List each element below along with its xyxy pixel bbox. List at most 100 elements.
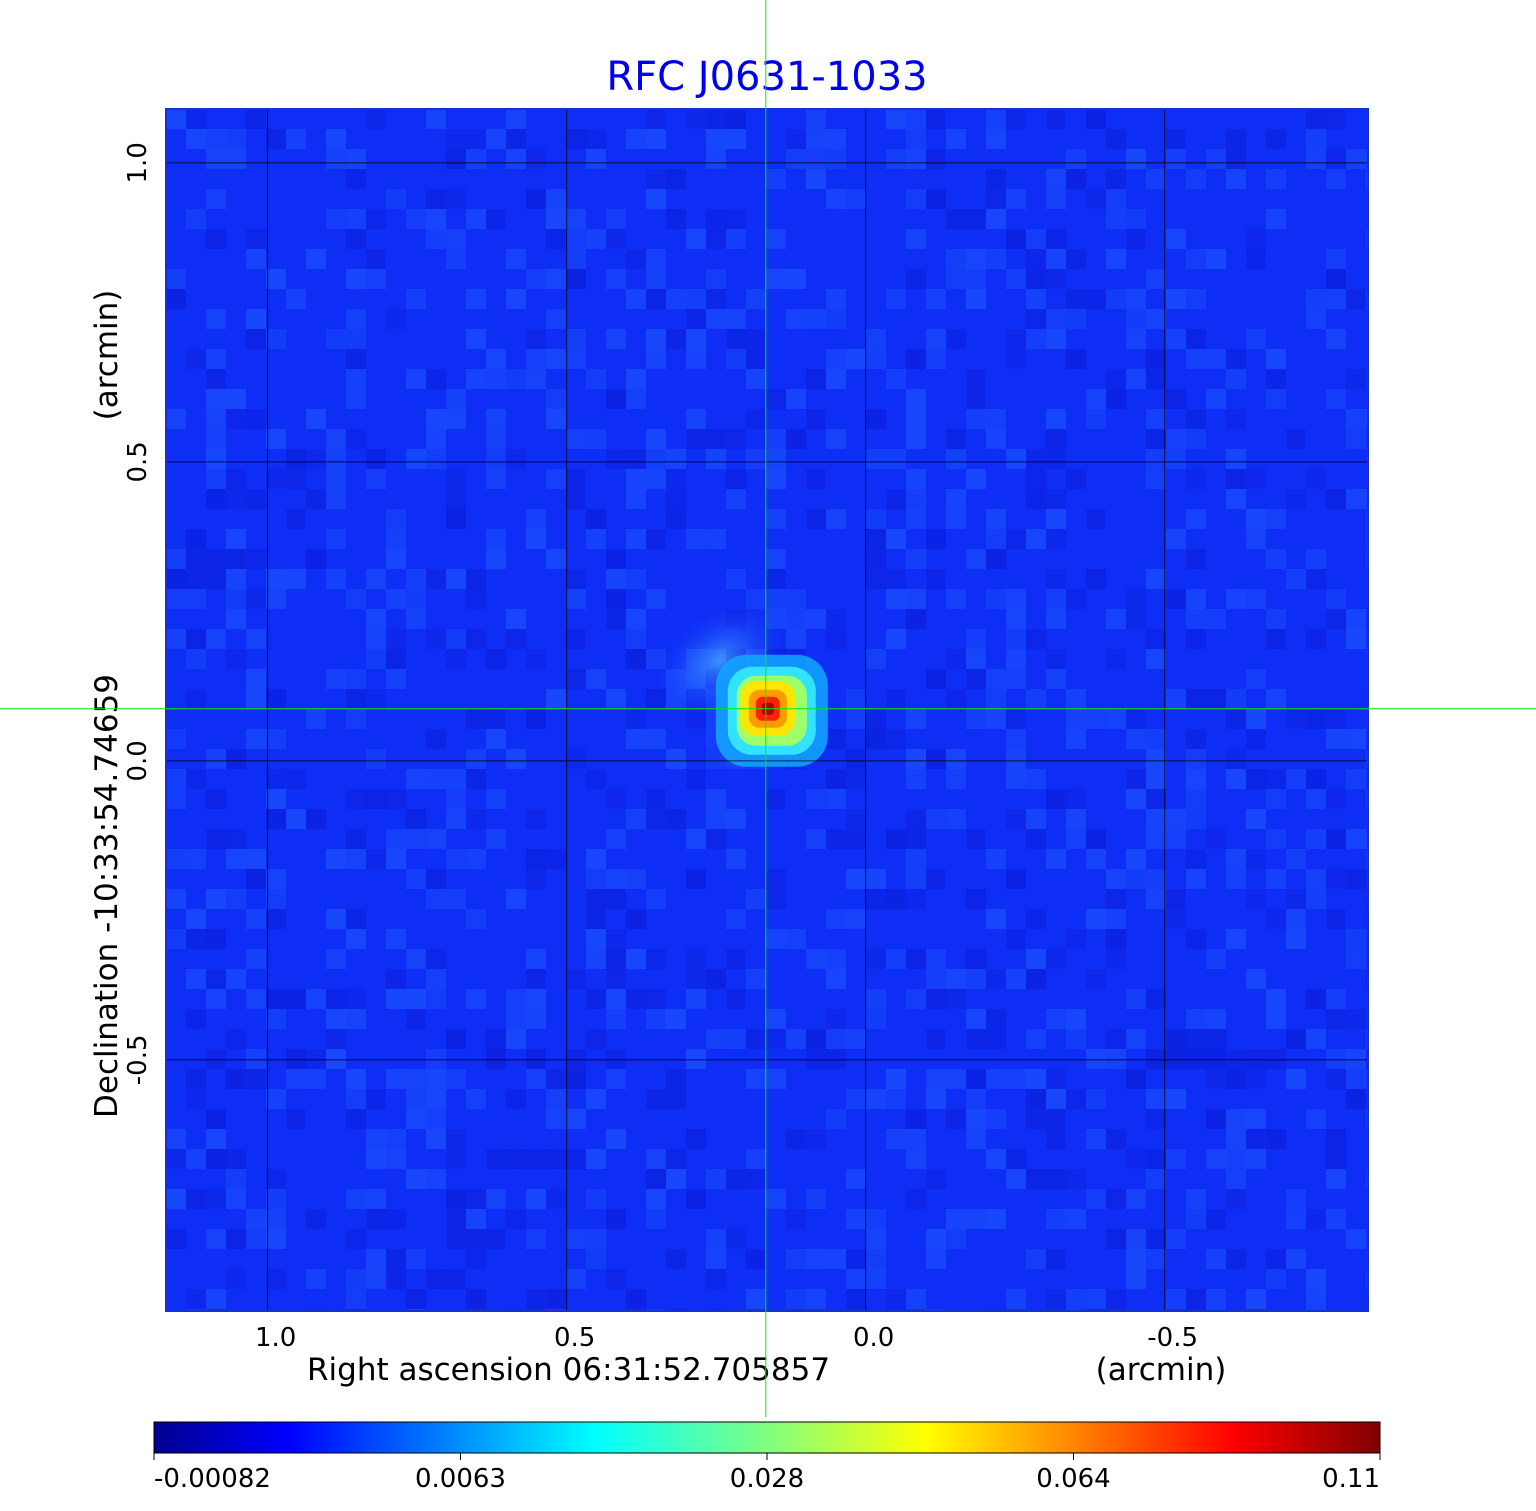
noise-cell	[1346, 1049, 1366, 1069]
noise-cell	[1206, 949, 1226, 969]
noise-cell	[926, 329, 946, 349]
noise-cell	[1206, 1069, 1226, 1089]
noise-cell	[686, 989, 706, 1009]
noise-cell	[1126, 309, 1146, 329]
noise-cell	[466, 749, 486, 769]
noise-cell	[726, 349, 746, 369]
noise-cell	[1106, 889, 1126, 909]
noise-cell	[1046, 489, 1066, 509]
noise-cell	[866, 709, 886, 729]
noise-cell	[186, 1069, 206, 1089]
noise-cell	[1106, 1229, 1126, 1249]
colorbar-gradient	[153, 1421, 1381, 1454]
noise-cell	[1006, 869, 1026, 889]
noise-cell	[546, 189, 566, 209]
noise-cell	[266, 989, 286, 1009]
noise-cell	[1286, 429, 1306, 449]
noise-cell	[246, 869, 266, 889]
noise-cell	[1146, 309, 1166, 329]
noise-cell	[306, 549, 326, 569]
y-tick-label: 1.0	[123, 142, 153, 183]
noise-cell	[246, 409, 266, 429]
noise-cell	[1186, 509, 1206, 529]
noise-cell	[606, 569, 626, 589]
noise-cell	[1166, 289, 1186, 309]
noise-cell	[566, 429, 586, 449]
noise-cell	[1106, 649, 1126, 669]
noise-cell	[726, 129, 746, 149]
noise-cell	[926, 1229, 946, 1249]
noise-cell	[1046, 569, 1066, 589]
noise-cell	[346, 1109, 366, 1129]
noise-cell	[886, 589, 906, 609]
noise-cell	[466, 589, 486, 609]
noise-cell	[486, 789, 506, 809]
noise-cell	[246, 1069, 266, 1089]
noise-cell	[1046, 1169, 1066, 1189]
noise-cell	[1166, 1029, 1186, 1049]
noise-cell	[246, 249, 266, 269]
noise-cell	[1306, 569, 1326, 589]
noise-cell	[1046, 269, 1066, 289]
noise-cell	[1026, 269, 1046, 289]
noise-cell	[206, 569, 226, 589]
noise-cell	[906, 149, 926, 169]
noise-cell	[506, 1089, 526, 1109]
noise-cell	[766, 449, 786, 469]
noise-cell	[986, 249, 1006, 269]
noise-cell	[426, 1129, 446, 1149]
noise-cell	[1106, 1029, 1126, 1049]
noise-cell	[426, 1049, 446, 1069]
noise-cell	[986, 849, 1006, 869]
noise-cell	[166, 589, 186, 609]
noise-cell	[1106, 389, 1126, 409]
noise-cell	[766, 229, 786, 249]
noise-cell	[1186, 609, 1206, 629]
noise-cell	[866, 949, 886, 969]
noise-cell	[166, 409, 186, 429]
noise-cell	[646, 729, 666, 749]
noise-cell	[1146, 889, 1166, 909]
noise-cell	[826, 1049, 846, 1069]
noise-cell	[426, 969, 446, 989]
noise-cell	[246, 689, 266, 709]
noise-cell	[1146, 469, 1166, 489]
noise-cell	[586, 529, 606, 549]
noise-cell	[1006, 729, 1026, 749]
noise-cell	[606, 329, 626, 349]
noise-cell	[1346, 609, 1366, 629]
noise-cell	[206, 1289, 226, 1309]
noise-cell	[626, 389, 646, 409]
noise-cell	[766, 1029, 786, 1049]
noise-cell	[746, 1029, 766, 1049]
noise-cell	[666, 289, 686, 309]
noise-cell	[666, 749, 686, 769]
noise-cell	[466, 1289, 486, 1309]
noise-cell	[286, 569, 306, 589]
noise-cell	[866, 1269, 886, 1289]
noise-cell	[1286, 1189, 1306, 1209]
noise-cell	[406, 769, 426, 789]
noise-cell	[286, 509, 306, 529]
noise-cell	[366, 469, 386, 489]
noise-cell	[1306, 109, 1326, 129]
noise-cell	[466, 769, 486, 789]
noise-cell	[406, 1169, 426, 1189]
noise-cell	[586, 889, 606, 909]
noise-cell	[666, 469, 686, 489]
noise-cell	[446, 389, 466, 409]
noise-cell	[1006, 229, 1026, 249]
noise-cell	[766, 869, 786, 889]
noise-cell	[986, 549, 1006, 569]
noise-cell	[646, 1169, 666, 1189]
noise-cell	[506, 1149, 526, 1169]
noise-cell	[326, 469, 346, 489]
noise-cell	[166, 269, 186, 289]
noise-cell	[1126, 1149, 1146, 1169]
noise-cell	[386, 589, 406, 609]
noise-cell	[186, 909, 206, 929]
noise-cell	[306, 809, 326, 829]
noise-cell	[586, 1089, 606, 1109]
noise-cell	[1266, 1269, 1286, 1289]
noise-cell	[1186, 329, 1206, 349]
